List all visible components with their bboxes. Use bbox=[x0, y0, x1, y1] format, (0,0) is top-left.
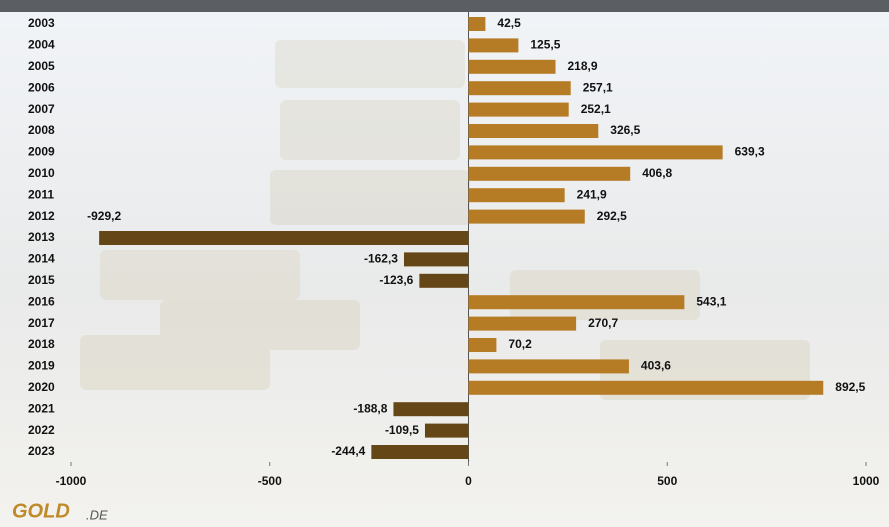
x-tick-label: 0 bbox=[465, 474, 472, 488]
y-tick-label: 2007 bbox=[28, 102, 55, 116]
bar bbox=[468, 359, 629, 374]
y-tick-label: 2021 bbox=[28, 401, 55, 415]
bar bbox=[468, 17, 486, 31]
value-label: 403,6 bbox=[641, 359, 671, 373]
bar bbox=[468, 338, 497, 352]
bar bbox=[424, 423, 469, 438]
bar bbox=[468, 166, 631, 181]
bar bbox=[468, 145, 723, 160]
bar bbox=[99, 231, 469, 245]
value-label: 292,5 bbox=[597, 209, 627, 223]
value-label: 543,1 bbox=[696, 294, 726, 308]
y-tick-label: 2018 bbox=[28, 337, 55, 351]
y-tick-label: 2017 bbox=[28, 316, 55, 330]
value-label: 270,7 bbox=[588, 316, 618, 330]
bar bbox=[468, 295, 685, 310]
y-tick-label: 2015 bbox=[28, 273, 55, 287]
bar bbox=[468, 38, 519, 53]
bar bbox=[468, 380, 824, 395]
bar bbox=[403, 252, 469, 267]
x-tick-label: 1000 bbox=[853, 474, 880, 488]
y-tick-label: 2005 bbox=[28, 59, 55, 73]
x-tick-label: 500 bbox=[657, 474, 677, 488]
bar bbox=[393, 402, 469, 417]
bar bbox=[468, 209, 585, 224]
top-band bbox=[0, 0, 889, 12]
bar bbox=[468, 102, 569, 117]
y-tick-label: 2019 bbox=[28, 359, 55, 373]
bar bbox=[468, 59, 556, 74]
bar bbox=[468, 81, 571, 96]
y-tick-label: 2012 bbox=[28, 209, 55, 223]
y-tick-label: 2022 bbox=[28, 423, 55, 437]
value-label: -123,6 bbox=[379, 273, 413, 287]
x-tick-label: -1000 bbox=[56, 474, 87, 488]
y-tick-label: 2006 bbox=[28, 80, 55, 94]
value-label: 326,5 bbox=[610, 123, 640, 137]
logo-suffix: .DE bbox=[86, 507, 108, 522]
y-tick-label: 2014 bbox=[28, 252, 55, 266]
bar bbox=[468, 316, 577, 331]
y-tick-label: 2010 bbox=[28, 166, 55, 180]
value-label: 639,3 bbox=[735, 145, 765, 159]
value-label: -188,8 bbox=[353, 401, 387, 415]
logo: GOLD bbox=[12, 500, 70, 522]
value-label: 892,5 bbox=[835, 380, 865, 394]
y-tick-label: 2004 bbox=[28, 38, 55, 52]
value-label: 70,2 bbox=[508, 337, 532, 351]
value-label: -162,3 bbox=[364, 252, 398, 266]
value-label: -244,4 bbox=[331, 444, 365, 458]
y-tick-label: 2013 bbox=[28, 230, 55, 244]
value-label: -109,5 bbox=[385, 423, 419, 437]
value-label: 241,9 bbox=[577, 187, 607, 201]
value-label: 406,8 bbox=[642, 166, 672, 180]
bar bbox=[371, 445, 469, 459]
value-label: -929,2 bbox=[87, 209, 121, 223]
y-tick-label: 2023 bbox=[28, 444, 55, 458]
y-tick-label: 2011 bbox=[28, 187, 54, 201]
value-label: 42,5 bbox=[497, 16, 521, 30]
y-tick-label: 2009 bbox=[28, 145, 55, 159]
value-label: 125,5 bbox=[530, 38, 560, 52]
bar bbox=[468, 124, 599, 138]
bar bbox=[419, 273, 469, 288]
y-tick-label: 2016 bbox=[28, 294, 55, 308]
value-label: 218,9 bbox=[568, 59, 598, 73]
value-label: 257,1 bbox=[583, 80, 613, 94]
y-tick-label: 2008 bbox=[28, 123, 55, 137]
y-tick-label: 2020 bbox=[28, 380, 55, 394]
x-tick-label: -500 bbox=[258, 474, 282, 488]
y-tick-label: 2003 bbox=[28, 16, 55, 30]
value-label: 252,1 bbox=[581, 102, 611, 116]
bar bbox=[468, 188, 565, 203]
